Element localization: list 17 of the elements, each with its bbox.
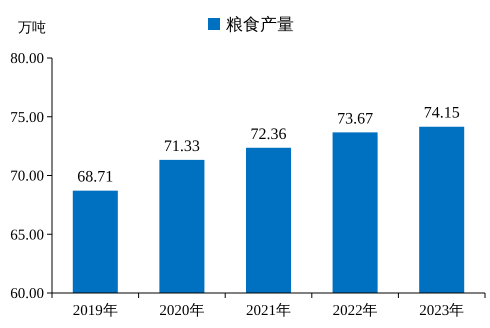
x-tick-label: 2021年: [246, 302, 291, 319]
y-tick-label: 65.00: [10, 227, 44, 244]
y-axis-title: 万吨: [18, 20, 46, 36]
data-label: 68.71: [77, 168, 114, 186]
x-tick-label: 2023年: [419, 302, 464, 319]
x-tick-label: 2020年: [159, 302, 204, 319]
y-tick-label: 75.00: [10, 110, 44, 126]
data-label: 74.15: [424, 104, 460, 122]
legend-label: 粮食产量: [226, 15, 294, 34]
y-tick-label: 80.00: [10, 51, 44, 67]
data-label: 72.36: [250, 126, 286, 143]
data-label: 71.33: [164, 138, 200, 155]
y-tick-label: 60.00: [10, 286, 44, 302]
y-tick-label: 70.00: [10, 168, 44, 184]
x-tick-label: 2019年: [72, 302, 118, 319]
data-label: 73.67: [337, 110, 374, 128]
x-tick-label: 2022年: [332, 302, 378, 319]
